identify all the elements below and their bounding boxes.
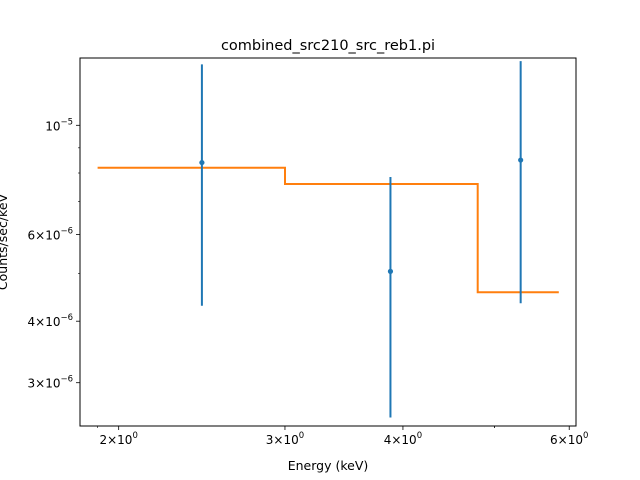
x-tick-label: 3×100 <box>266 431 304 447</box>
x-tick-label: 6×100 <box>550 431 588 447</box>
y-tick-label: 4×10−6 <box>28 313 74 329</box>
model-step-line <box>97 166 559 294</box>
plot-area <box>97 61 559 418</box>
axis-ticks: 2×100 3×100 4×100 6×100 3×10−6 4×10−6 6×10−6 10… <box>28 117 589 447</box>
x-tick-label: 2×100 <box>99 431 137 447</box>
data-point <box>199 159 205 166</box>
y-tick-label: 10−5 <box>45 117 73 133</box>
x-tick-label: 4×100 <box>384 431 422 447</box>
data-point <box>387 268 394 274</box>
data-point <box>518 157 524 163</box>
x-axis-label: Energy (keV) <box>288 458 369 473</box>
y-axis-label: Counts/sec/keV <box>0 193 10 290</box>
y-tick-label: 6×10−6 <box>28 227 74 243</box>
chart-title: combined_src210_src_reb1.pi <box>221 38 435 54</box>
axes-frame <box>79 57 577 427</box>
y-tick-label: 3×10−6 <box>28 375 74 391</box>
